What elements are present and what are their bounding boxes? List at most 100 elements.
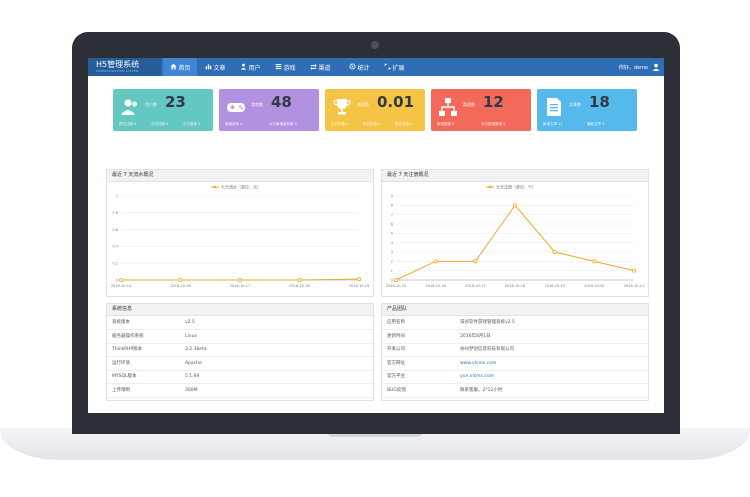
- nav-item-label: 首页: [178, 64, 191, 72]
- stat-card-label: 用户数: [145, 102, 157, 107]
- data-point: [356, 277, 361, 282]
- user-greeting: 你好，demo: [618, 64, 648, 71]
- stat-card-label: 渠道数: [463, 102, 475, 107]
- info-row: 系统版本 v2.5: [107, 316, 373, 330]
- nav-item-label: 统计: [357, 64, 370, 72]
- stat-card-footer-text: 新增渠道 0: [437, 122, 455, 126]
- home-icon: [169, 63, 177, 72]
- stat-card-4[interactable]: 文章数 18 新增文章 11 最新文章 0: [537, 89, 637, 131]
- stat-card-label: 充值数: [357, 102, 369, 107]
- y-tick-label: 0.4: [112, 245, 118, 249]
- product-team-panel: 产品团队 应用名称 溪谷软件游戏管理系统v2.5 更新时间 2016年8月1日 开发公司…: [381, 303, 649, 401]
- stat-card-footer-text: 昨日注册 0: [119, 122, 137, 126]
- stat-card-value: 18: [589, 93, 610, 111]
- info-row-key: 应用名称: [387, 320, 405, 325]
- info-row-value: Linux: [185, 333, 198, 339]
- nav-item-1[interactable]: 文章: [199, 58, 231, 76]
- info-row: MYSQL版本 5.1.69: [107, 370, 373, 384]
- data-point: [473, 259, 478, 264]
- y-tick-label: 0: [116, 278, 118, 282]
- info-row-value: 5.1.69: [185, 374, 200, 379]
- nav-item-4[interactable]: 渠道: [303, 58, 337, 76]
- stat-card-3[interactable]: 渠道数 12 新增渠道 0 今日新增渠道 0: [431, 89, 531, 131]
- stat-card-value: 23: [165, 93, 186, 111]
- nav-item-label: 游戏: [283, 64, 296, 72]
- info-row: 官方网址 www.vlcms.com: [382, 357, 648, 371]
- x-tick-label: 2016-10-18: [289, 284, 309, 288]
- nav-item-5[interactable]: 统计: [339, 58, 379, 76]
- info-row-key: 运行环境: [112, 360, 130, 366]
- camera-dot: [371, 41, 379, 49]
- main-content: 用户数 23 昨日注册 0 今日注册 0 今日登录 0 游戏数 48 新增游戏 0 今日新增游戏…: [88, 76, 664, 413]
- data-point: [552, 250, 557, 255]
- info-row-key: 服务器操作系统: [112, 333, 144, 339]
- revenue-chart-title: 最近 7 天流水概况: [107, 170, 373, 182]
- app-screen: H5管理系统 ADMINISTRATION SYSTEM 首页 文章 用户 游戏 渠道 统…: [88, 58, 664, 413]
- stat-card-footer-text: 今日注册 0: [151, 122, 169, 126]
- app-subtitle: ADMINISTRATION SYSTEM: [96, 70, 139, 73]
- gear-icon: [348, 62, 356, 72]
- stat-card-footer-text: 最新文章 0: [587, 122, 605, 126]
- y-tick-label: 5: [391, 232, 393, 236]
- revenue-chart-panel: 最近 7 天流水概况 七天流水（单位：元） 0 0.2 0.4 0.6 0.8 1 2016-…: [106, 169, 374, 297]
- info-row: ThinkPHP版本 3.2.3beta: [107, 343, 373, 357]
- info-row-key: BUG反馈: [387, 387, 406, 393]
- system-info-panel: 系统信息 系统版本 v2.5 服务器操作系统 Linux ThinkPHP版本 3.2.3…: [106, 303, 374, 401]
- info-row-key: 系统版本: [112, 320, 130, 325]
- sitemap-icon: [438, 97, 458, 117]
- nav-item-3[interactable]: 游戏: [269, 58, 301, 76]
- stat-card-label: 文章数: [569, 102, 581, 107]
- x-tick-label: 2016-10-15: [386, 284, 406, 288]
- x-tick-label: 2016-10-19: [349, 284, 369, 288]
- x-tick-label: 2016-10-15: [111, 284, 131, 288]
- x-tick-label: 2016-10-17: [465, 284, 485, 288]
- stat-card-footer-text: 新增文章 11: [543, 122, 563, 126]
- data-point: [592, 259, 597, 264]
- info-row-value: v2.5: [185, 320, 195, 325]
- nav-item-2[interactable]: 用户: [233, 58, 267, 76]
- info-row-key: MYSQL版本: [112, 374, 137, 379]
- exchange-icon: [309, 63, 317, 72]
- stat-card-footer-text: 累计充值 0: [395, 122, 413, 126]
- legend-marker: [488, 185, 492, 189]
- bar-chart-icon: [204, 63, 212, 72]
- y-tick-label: 3: [391, 250, 393, 254]
- info-row-key: ThinkPHP版本: [112, 347, 143, 352]
- info-row-key: 官方平台: [387, 374, 405, 379]
- legend-marker: [213, 185, 217, 189]
- info-row-value: 3.2.3beta: [185, 347, 207, 352]
- info-row-link[interactable]: www.vlcms.com: [460, 360, 497, 366]
- stat-card-0[interactable]: 用户数 23 昨日注册 0 今日注册 0 今日登录 0: [113, 89, 213, 131]
- top-navbar: H5管理系统 ADMINISTRATION SYSTEM 首页 文章 用户 游戏 渠道 统…: [88, 58, 664, 76]
- y-tick-label: 9: [391, 194, 393, 198]
- y-tick-label: 7: [391, 213, 393, 217]
- nav-item-6[interactable]: 扩展: [381, 58, 407, 76]
- stat-card-1[interactable]: 游戏数 48 新增游戏 0 今日新增游戏数 0: [219, 89, 319, 131]
- legend-label: 七天流水（单位：元）: [221, 184, 261, 190]
- data-point: [118, 278, 123, 283]
- brand-logo[interactable]: H5管理系统 ADMINISTRATION SYSTEM: [88, 58, 161, 76]
- y-tick-label: 1: [116, 194, 118, 198]
- info-row: 应用名称 溪谷软件游戏管理系统v2.5: [382, 316, 648, 330]
- system-info-title: 系统信息: [107, 304, 373, 316]
- data-point: [393, 278, 398, 283]
- stat-card-footer-text: 今日新增游戏数 0: [269, 122, 297, 126]
- info-row: 服务器操作系统 Linux: [107, 330, 373, 344]
- nav-item-0[interactable]: 首页: [163, 58, 197, 76]
- y-tick-label: 8: [391, 204, 393, 208]
- data-point: [297, 278, 302, 283]
- info-row: 官方平台 yun.vlcms.com: [382, 370, 648, 384]
- x-tick-label: 2016-10-17: [230, 284, 250, 288]
- x-tick-label: 2016-10-20: [584, 284, 604, 288]
- user-icon: [652, 63, 660, 71]
- stat-card-label: 游戏数: [251, 102, 263, 107]
- x-tick-label: 2016-10-21: [624, 284, 644, 288]
- register-chart-title: 最近 7 天注册概况: [382, 170, 648, 182]
- data-point: [178, 278, 183, 283]
- data-point: [237, 278, 242, 283]
- data-point: [433, 259, 438, 264]
- stat-card-2[interactable]: 充值数 0.01 今日充值 0 昨日充值 0 累计充值 0: [325, 89, 425, 131]
- user-menu[interactable]: 你好，demo: [619, 58, 660, 76]
- info-row-link[interactable]: yun.vlcms.com: [460, 374, 494, 379]
- gamepad-icon: [226, 97, 246, 117]
